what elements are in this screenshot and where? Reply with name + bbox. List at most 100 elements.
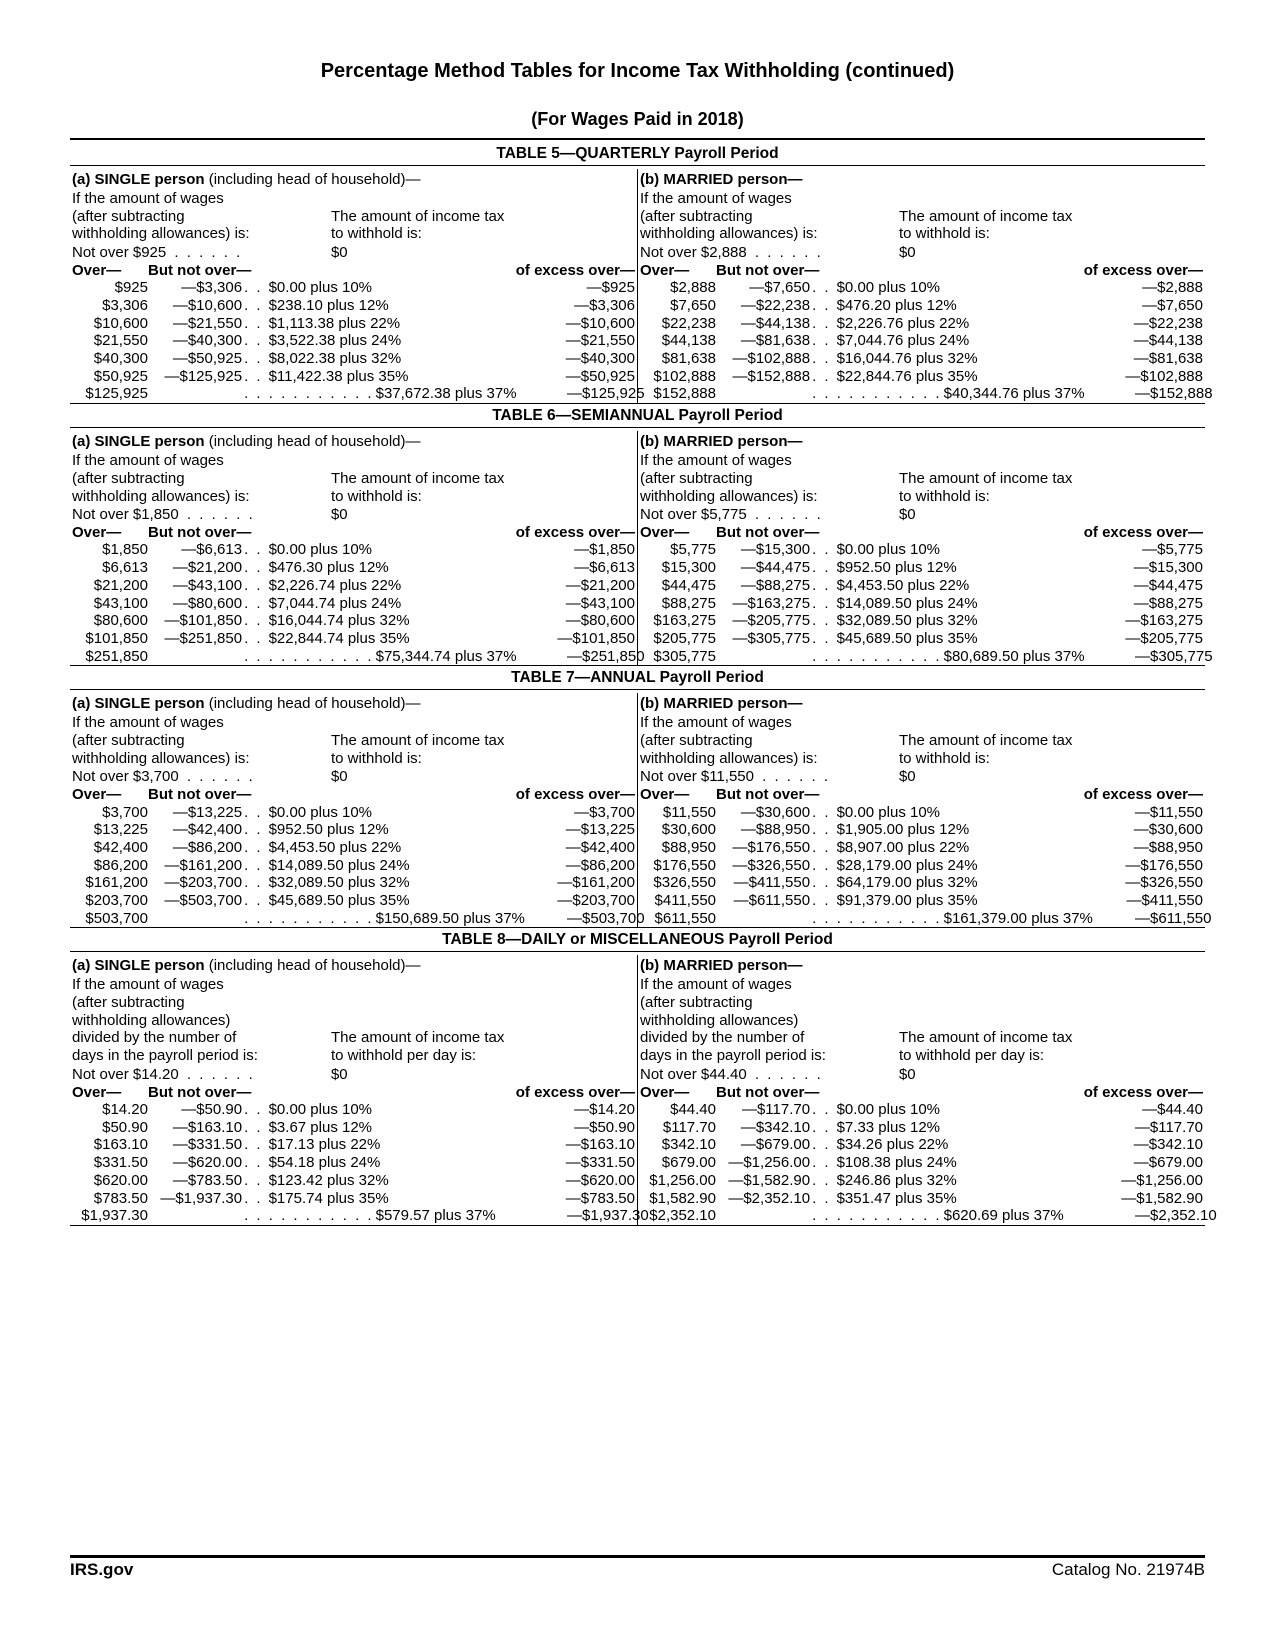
footer-left: IRS.gov (70, 1560, 133, 1580)
table-row: $5,775—$15,300. .$0.00 plus 10%—$5,775 (640, 541, 1203, 559)
table-row: $1,582.90—$2,352.10. .$351.47 plus 35%—$… (640, 1190, 1203, 1208)
status-line: (b) MARRIED person— (640, 171, 1203, 188)
column-header-row: Over—But not over—of excess over— (72, 262, 635, 279)
column-header-row: Over—But not over—of excess over— (640, 524, 1203, 541)
intro-row: If the amount of wages(after subtracting… (72, 714, 635, 767)
column-header-row: Over—But not over—of excess over— (640, 1084, 1203, 1101)
table-heading: TABLE 5—QUARTERLY Payroll Period (70, 142, 1205, 165)
table-heading: TABLE 7—ANNUAL Payroll Period (70, 666, 1205, 689)
table-row: $2,888—$7,650. .$0.00 plus 10%—$2,888 (640, 279, 1203, 297)
column-married: (b) MARRIED person—If the amount of wage… (638, 431, 1205, 665)
table-row: $22,238—$44,138. .$2,226.76 plus 22%—$22… (640, 315, 1203, 333)
table-row: $50.90—$163.10. .$3.67 plus 12%—$50.90 (72, 1119, 635, 1137)
table-row: $88,950—$176,550. .$8,907.00 plus 22%—$8… (640, 839, 1203, 857)
table-row: $163.10—$331.50. .$17.13 plus 22%—$163.1… (72, 1136, 635, 1154)
table-row: $44,138—$81,638. .$7,044.76 plus 24%—$44… (640, 332, 1203, 350)
not-over-row: Not over $925 . . . . . .$0 (72, 244, 635, 261)
table-row: $86,200—$161,200. .$14,089.50 plus 24%—$… (72, 857, 635, 875)
table-row: $15,300—$44,475. .$952.50 plus 12%—$15,3… (640, 559, 1203, 577)
not-over-row: Not over $11,550 . . . . . .$0 (640, 768, 1203, 785)
column-married: (b) MARRIED person— If the amount of wage… (638, 693, 1205, 927)
intro-row: If the amount of wages(after subtracting… (640, 452, 1203, 505)
status-line: (a) SINGLE person (including head of hou… (72, 433, 635, 450)
status-line: (a) SINGLE person (including head of hou… (72, 695, 635, 712)
top-rule (70, 138, 1205, 140)
table-row: $679.00—$1,256.00. .$108.38 plus 24%—$67… (640, 1154, 1203, 1172)
column-single: (a) SINGLE person (including head of hou… (70, 169, 637, 403)
not-over-row: Not over $5,775 . . . . . .$0 (640, 506, 1203, 523)
table-row: $42,400—$86,200. .$4,453.50 plus 22%—$42… (72, 839, 635, 857)
column-married: (b) MARRIED person— If the amount of wage… (638, 169, 1205, 403)
table-row: $81,638—$102,888. .$16,044.76 plus 32%—$… (640, 350, 1203, 368)
table-row: $205,775—$305,775. .$45,689.50 plus 35%—… (640, 630, 1203, 648)
table-row: $503,700. . . . . . . . . . .$150,689.50… (72, 910, 635, 928)
table-row: $161,200—$203,700. .$32,089.50 plus 32%—… (72, 874, 635, 892)
intro-row: If the amount of wages(after subtracting… (640, 714, 1203, 767)
table-row: $30,600—$88,950. .$1,905.00 plus 12%—$30… (640, 821, 1203, 839)
table-row: $331.50—$620.00. .$54.18 plus 24%—$331.5… (72, 1154, 635, 1172)
table-row: $44,475—$88,275. .$4,453.50 plus 22%—$44… (640, 577, 1203, 595)
column-married: (b) MARRIED person— If the amount of wage… (638, 955, 1205, 1225)
not-over-row: Not over $3,700 . . . . . .$0 (72, 768, 635, 785)
table-row: $1,256.00—$1,582.90. .$246.86 plus 32%—$… (640, 1172, 1203, 1190)
table-row: $611,550. . . . . . . . . . .$161,379.00… (640, 910, 1203, 928)
table-row: $176,550—$326,550. .$28,179.00 plus 24%—… (640, 857, 1203, 875)
page-title: Percentage Method Tables for Income Tax … (70, 60, 1205, 83)
table-row: $88,275—$163,275. .$14,089.50 plus 24%—$… (640, 595, 1203, 613)
column-header-row: Over—But not over—of excess over— (640, 786, 1203, 803)
table-row: $203,700—$503,700. .$45,689.50 plus 35%—… (72, 892, 635, 910)
table-row: $10,600—$21,550. .$1,113.38 plus 22%—$10… (72, 315, 635, 333)
intro-row: If the amount of wages(after subtracting… (72, 452, 635, 505)
table-row: $50,925—$125,925. .$11,422.38 plus 35%—$… (72, 368, 635, 386)
column-header-row: Over—But not over—of excess over— (640, 262, 1203, 279)
status-line: (a) SINGLE person (including head of hou… (72, 957, 635, 974)
table-row: $305,775. . . . . . . . . . .$80,689.50 … (640, 648, 1203, 666)
status-line: (b) MARRIED person— (640, 695, 1203, 712)
table-row: $7,650—$22,238. .$476.20 plus 12%—$7,650 (640, 297, 1203, 315)
table-row: $1,850—$6,613. .$0.00 plus 10%—$1,850 (72, 541, 635, 559)
table-row: $3,306—$10,600. .$238.10 plus 12%—$3,306 (72, 297, 635, 315)
column-single: (a) SINGLE person (including head of hou… (70, 431, 637, 665)
not-over-row: Not over $44.40 . . . . . .$0 (640, 1066, 1203, 1083)
not-over-row: Not over $1,850 . . . . . .$0 (72, 506, 635, 523)
table-row: $14.20—$50.90. .$0.00 plus 10%—$14.20 (72, 1101, 635, 1119)
table-row: $2,352.10. . . . . . . . . . .$620.69 pl… (640, 1207, 1203, 1225)
intro-row: If the amount of wages(after subtracting… (72, 976, 635, 1064)
table-row: $251,850. . . . . . . . . . .$75,344.74 … (72, 648, 635, 666)
not-over-row: Not over $14.20 . . . . . .$0 (72, 1066, 635, 1083)
table-row: $13,225—$42,400. .$952.50 plus 12%—$13,2… (72, 821, 635, 839)
intro-row: If the amount of wages(after subtracting… (640, 190, 1203, 243)
status-line: (b) MARRIED person— (640, 957, 1203, 974)
table-row: $6,613—$21,200. .$476.30 plus 12%—$6,613 (72, 559, 635, 577)
table-row: $102,888—$152,888. .$22,844.76 plus 35%—… (640, 368, 1203, 386)
not-over-row: Not over $2,888 . . . . . .$0 (640, 244, 1203, 261)
footer-right: Catalog No. 21974B (1052, 1560, 1205, 1580)
table-columns: (a) SINGLE person (including head of hou… (70, 955, 1205, 1225)
table-row: $620.00—$783.50. .$123.42 plus 32%—$620.… (72, 1172, 635, 1190)
column-header-row: Over—But not over—of excess over— (72, 786, 635, 803)
intro-row: If the amount of wages(after subtracting… (640, 976, 1203, 1064)
table-row: $40,300—$50,925. .$8,022.38 plus 32%—$40… (72, 350, 635, 368)
table-row: $21,550—$40,300. .$3,522.38 plus 24%—$21… (72, 332, 635, 350)
status-line: (a) SINGLE person (including head of hou… (72, 171, 635, 188)
table-columns: (a) SINGLE person (including head of hou… (70, 431, 1205, 665)
table-row: $44.40—$117.70. .$0.00 plus 10%—$44.40 (640, 1101, 1203, 1119)
table-row: $117.70—$342.10. .$7.33 plus 12%—$117.70 (640, 1119, 1203, 1137)
table-row: $1,937.30. . . . . . . . . . .$579.57 pl… (72, 1207, 635, 1225)
table-row: $80,600—$101,850. .$16,044.74 plus 32%—$… (72, 612, 635, 630)
column-header-row: Over—But not over—of excess over— (72, 1084, 635, 1101)
table-heading: TABLE 8—DAILY or MISCELLANEOUS Payroll P… (70, 928, 1205, 951)
table-columns: (a) SINGLE person (including head of hou… (70, 169, 1205, 403)
page-subtitle: (For Wages Paid in 2018) (70, 109, 1205, 130)
table-heading: TABLE 6—SEMIANNUAL Payroll Period (70, 404, 1205, 427)
table-row: $3,700—$13,225. .$0.00 plus 10%—$3,700 (72, 804, 635, 822)
table-row: $11,550—$30,600. .$0.00 plus 10%—$11,550 (640, 804, 1203, 822)
table-row: $125,925. . . . . . . . . . .$37,672.38 … (72, 385, 635, 403)
table-row: $163,275—$205,775. .$32,089.50 plus 32%—… (640, 612, 1203, 630)
intro-row: If the amount of wages(after subtracting… (72, 190, 635, 243)
table-row: $411,550—$611,550. .$91,379.00 plus 35%—… (640, 892, 1203, 910)
table-row: $925—$3,306. .$0.00 plus 10%—$925 (72, 279, 635, 297)
table-row: $342.10—$679.00. .$34.26 plus 22%—$342.1… (640, 1136, 1203, 1154)
table-row: $43,100—$80,600. .$7,044.74 plus 24%—$43… (72, 595, 635, 613)
column-single: (a) SINGLE person (including head of hou… (70, 955, 637, 1225)
